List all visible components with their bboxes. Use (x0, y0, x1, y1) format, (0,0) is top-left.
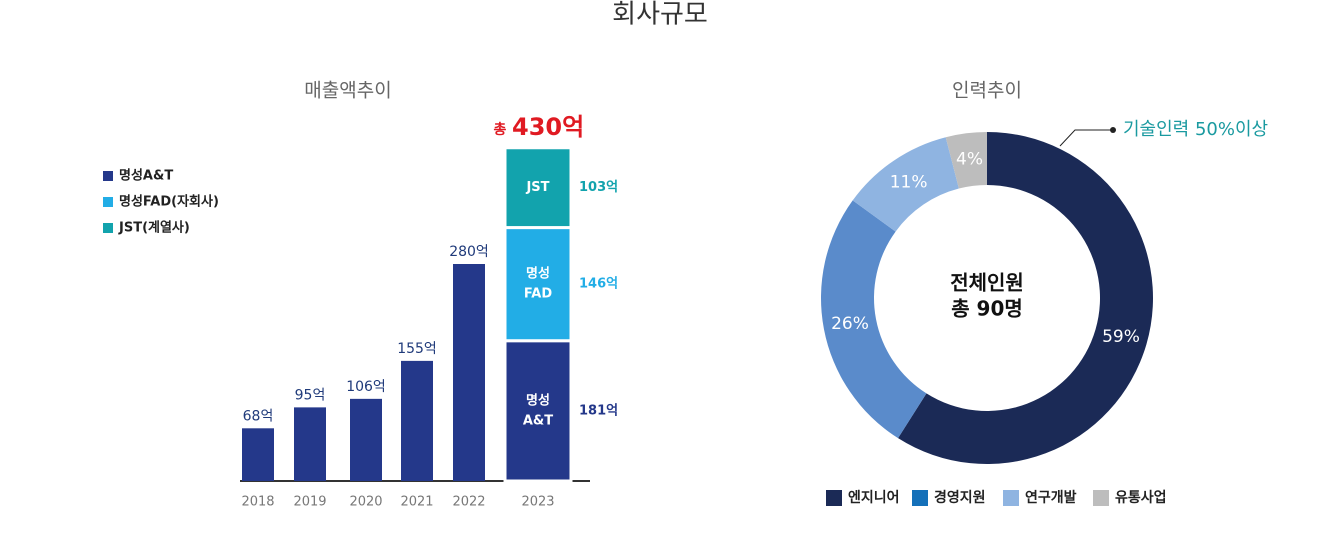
x-tick-label: 2022 (452, 495, 485, 510)
page-title: 회사규모 (612, 0, 708, 30)
x-tick-label: 2021 (400, 495, 433, 510)
legend-label: 연구개발 (1025, 489, 1077, 506)
bar (242, 428, 274, 481)
bar-value-label: 68억 (243, 408, 274, 424)
donut-slice (852, 137, 959, 232)
slice-label: 26% (831, 314, 869, 334)
x-tick-label: 2018 (241, 495, 274, 510)
legend-label: 명성A&T (119, 168, 173, 184)
bar-value-label: 95억 (295, 387, 326, 403)
legend-swatch (826, 490, 842, 506)
annotation-dot (1110, 127, 1116, 133)
bar (503, 146, 573, 230)
slice-label: 4% (956, 150, 983, 170)
annotation: 기술인력 50%이상 (1123, 119, 1268, 140)
center-text: 총 90명 (951, 297, 1023, 321)
annotation: 430억 (512, 113, 584, 141)
x-tick-label: 2020 (349, 495, 382, 510)
bar-value-label: 181억 (579, 403, 618, 418)
bar-value-label: 146억 (579, 277, 618, 292)
legend-label: 명성FAD(자회사) (119, 194, 219, 210)
bar-value-label: 280억 (449, 244, 489, 260)
annotation-prefix: 총 (494, 122, 507, 138)
legend-swatch (1093, 490, 1109, 506)
segment-label: JST (525, 180, 549, 195)
bar (503, 226, 573, 343)
legend-label: JST(계열사) (118, 220, 190, 236)
donut-slice (898, 132, 1153, 465)
slice-label: 59% (1102, 327, 1140, 347)
legend-label: 유통사업 (1115, 490, 1167, 506)
segment-label: FAD (524, 287, 552, 302)
annotation-line (1059, 129, 1113, 147)
donut-slice (945, 132, 987, 189)
bar-value-label: 106억 (346, 379, 386, 395)
bar-value-label: 155억 (397, 341, 437, 357)
segment-label: 명성 (526, 266, 550, 282)
legend-label: 경영지원 (934, 489, 986, 506)
segment-label: 명성 (526, 392, 550, 408)
x-tick-label: 2019 (293, 495, 326, 510)
donut-slice (821, 200, 927, 439)
bar (453, 264, 485, 481)
bar (350, 398, 382, 481)
chart-title: 매출액추이 (304, 80, 391, 102)
legend-swatch (912, 490, 928, 506)
bar (503, 339, 573, 483)
center-text: 전체인원 (950, 271, 1024, 295)
chart-title: 인력추이 (952, 80, 1022, 102)
legend-swatch (103, 223, 113, 233)
slice-label: 11% (890, 173, 928, 193)
bar-value-label: 103억 (579, 180, 618, 195)
bar (401, 360, 433, 481)
legend-label: 엔지니어 (848, 489, 900, 506)
x-tick-label: 2023 (521, 495, 554, 510)
legend-swatch (1003, 490, 1019, 506)
bar (294, 407, 326, 481)
legend-swatch (103, 171, 113, 181)
segment-label: A&T (523, 413, 553, 428)
legend-swatch (103, 197, 113, 207)
